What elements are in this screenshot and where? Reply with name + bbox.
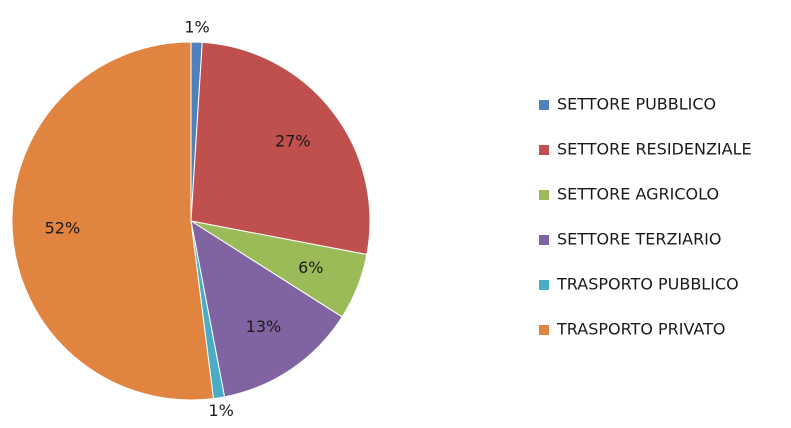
legend-swatch — [539, 100, 549, 110]
data-label: 27% — [275, 132, 311, 151]
data-label: 6% — [298, 258, 323, 277]
legend-swatch — [539, 145, 549, 155]
legend-label: SETTORE TERZIARIO — [557, 230, 722, 249]
legend-label: TRASPORTO PUBBLICO — [556, 275, 739, 294]
data-label: 1% — [184, 18, 209, 37]
pie-slice — [190, 219, 343, 398]
data-label: 52% — [45, 219, 81, 238]
legend-swatch — [539, 325, 549, 335]
data-label: 1% — [208, 401, 233, 420]
legend-swatch — [539, 190, 549, 200]
legend-label: SETTORE AGRICOLO — [557, 185, 719, 204]
pie-slice — [11, 41, 214, 401]
legend-swatch — [539, 235, 549, 245]
legend-label: SETTORE PUBBLICO — [557, 95, 716, 114]
legend-swatch — [539, 280, 549, 290]
legend-label: TRASPORTO PRIVATO — [556, 320, 725, 339]
legend-label: SETTORE RESIDENZIALE — [557, 140, 752, 159]
data-label: 13% — [246, 317, 282, 336]
pie-slice — [190, 41, 371, 256]
